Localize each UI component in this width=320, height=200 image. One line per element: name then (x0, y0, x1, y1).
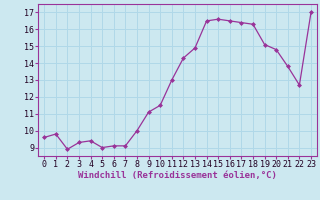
X-axis label: Windchill (Refroidissement éolien,°C): Windchill (Refroidissement éolien,°C) (78, 171, 277, 180)
